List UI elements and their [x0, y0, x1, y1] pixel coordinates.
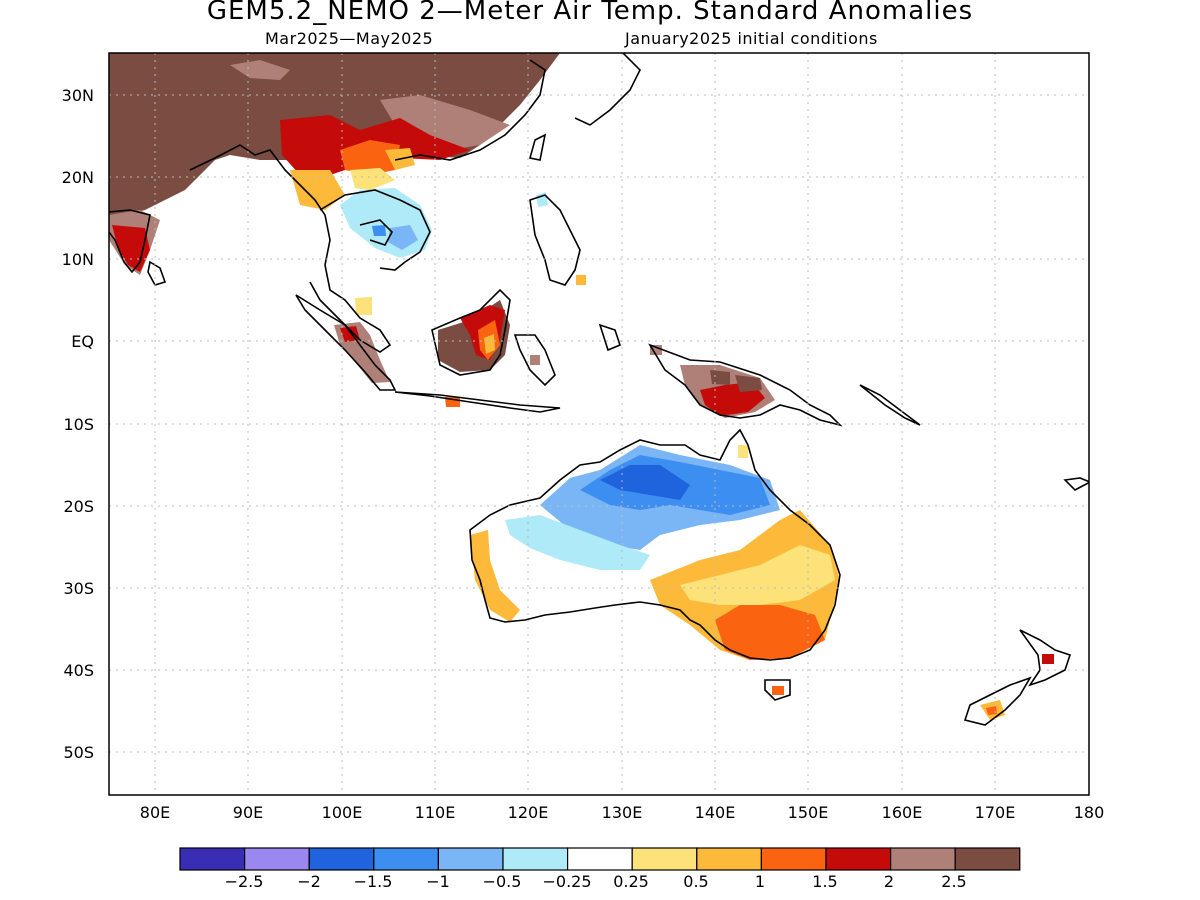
colorbar-swatch [179, 847, 246, 871]
colorbar-swatch [631, 847, 698, 871]
colorbar-label: 0.25 [613, 872, 649, 891]
initial-conditions: January2025 initial conditions [625, 29, 878, 48]
lat-label-20n: 20N [61, 168, 94, 187]
colorbar-label: −2 [297, 872, 321, 891]
lon-label-150e: 150E [787, 803, 829, 822]
lon-label-130e: 130E [601, 803, 643, 822]
lat-label-30s: 30S [63, 579, 94, 598]
map-content [109, 53, 1089, 795]
lon-label-100e: 100E [321, 803, 363, 822]
colorbar-swatch [825, 847, 892, 871]
colorbar-label: −2.5 [224, 872, 264, 891]
lon-label-180: 180 [1073, 803, 1105, 822]
lat-label-30n: 30N [61, 86, 94, 105]
australia-anomaly-field [470, 445, 840, 695]
colorbar-label: −0.25 [542, 872, 592, 891]
colorbar-label: 1.5 [812, 872, 838, 891]
lat-label-eq: EQ [71, 332, 94, 351]
colorbar-swatch [954, 847, 1021, 871]
lon-label-120e: 120E [507, 803, 549, 822]
lon-label-80e: 80E [139, 803, 171, 822]
colorbar-label: 2.5 [941, 872, 967, 891]
colorbar-swatch [502, 847, 569, 871]
lon-label-140e: 140E [694, 803, 736, 822]
colorbar-label: 0.5 [683, 872, 709, 891]
lat-label-20s: 20S [63, 497, 94, 516]
colorbar-swatch [760, 847, 827, 871]
maritime-anomaly-field [334, 275, 662, 407]
new-guinea-anomaly [680, 365, 775, 418]
colorbar-swatch [437, 847, 504, 871]
map-frame [108, 52, 1090, 796]
colorbar-swatch [308, 847, 375, 871]
colorbar-swatch [566, 847, 633, 871]
colorbar-label: −1 [426, 872, 450, 891]
colorbar-swatch [889, 847, 956, 871]
lon-label-110e: 110E [414, 803, 456, 822]
lat-label-50s: 50S [63, 743, 94, 762]
forecast-period: Mar2025—May2025 [265, 29, 434, 48]
colorbar-swatch [244, 847, 310, 871]
colorbar-label: −1.5 [353, 872, 393, 891]
lon-label-170e: 170E [974, 803, 1016, 822]
colorbar-label: −0.5 [482, 872, 522, 891]
colorbar [179, 847, 1021, 871]
colorbar-label: 1 [754, 872, 766, 891]
lat-lon-grid [109, 53, 1089, 795]
colorbar-swatch [373, 847, 439, 871]
lat-label-10n: 10N [61, 250, 94, 269]
indochina-anomaly [340, 188, 432, 258]
lon-label-160e: 160E [881, 803, 923, 822]
lon-label-90e: 90E [232, 803, 264, 822]
lat-label-10s: 10S [63, 415, 94, 434]
coastlines [109, 53, 1089, 726]
colorbar-swatch [696, 847, 762, 871]
colorbar-label: 2 [883, 872, 895, 891]
lat-label-40s: 40S [63, 661, 94, 680]
map-title: GEM5.2_NEMO 2—Meter Air Temp. Standard A… [206, 0, 974, 26]
